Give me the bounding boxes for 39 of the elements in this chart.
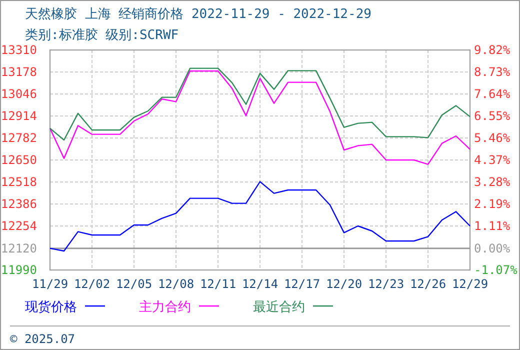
y2-tick-label: 0.00% [474,241,511,256]
x-tick-label: 12/29 [452,277,488,291]
x-tick-label: 12/17 [284,277,320,291]
y2-tick-label: 1.11% [474,218,511,233]
chart-title: 天然橡胶 上海 经销商价格 2022-11-29 - 2022-12-29 [25,7,372,22]
legend-label: 主力合约 [139,299,191,315]
y2-tick-label: -1.07% [474,263,518,277]
x-tick-label: 12/11 [200,277,236,291]
legend-label: 最近合约 [253,300,305,315]
y-tick-label: 11990 [0,263,37,277]
y-tick-label: 12782 [0,131,37,145]
y2-tick-label: 9.82% [474,43,511,57]
x-tick-label: 12/05 [116,277,152,291]
x-tick-label: 12/02 [74,277,110,291]
y2-tick-label: 3.28% [474,175,511,190]
y-tick-label: 12518 [0,175,37,189]
y-tick-label: 13178 [0,65,37,79]
y2-tick-label: 5.46% [474,131,511,146]
y2-tick-label: 7.64% [474,87,511,102]
x-tick-label: 12/08 [158,277,194,291]
y-tick-label: 12650 [0,153,37,167]
y-tick-label: 12386 [0,197,37,211]
x-tick-label: 11/29 [32,277,68,291]
y-tick-label: 12254 [0,219,37,233]
y2-tick-label: 2.19% [474,197,511,212]
x-tick-label: 12/20 [326,277,362,291]
y2-tick-label: 6.55% [474,109,511,124]
y2-tick-label: 4.37% [474,153,511,168]
x-tick-label: 12/14 [242,277,278,291]
y-tick-label: 12914 [0,109,37,123]
y-tick-label: 12120 [0,241,37,256]
x-tick-label: 12/23 [368,277,404,291]
chart-subtitle: 类别:标准胶 级别:SCRWF [25,28,179,43]
x-tick-label: 12/26 [410,277,446,291]
y2-tick-label: 8.73% [474,65,511,80]
y-tick-label: 13046 [0,87,37,101]
text: © 2025.07 [10,332,76,346]
y-tick-label: 13310 [0,43,37,57]
legend-label: 现货价格 [25,300,77,315]
